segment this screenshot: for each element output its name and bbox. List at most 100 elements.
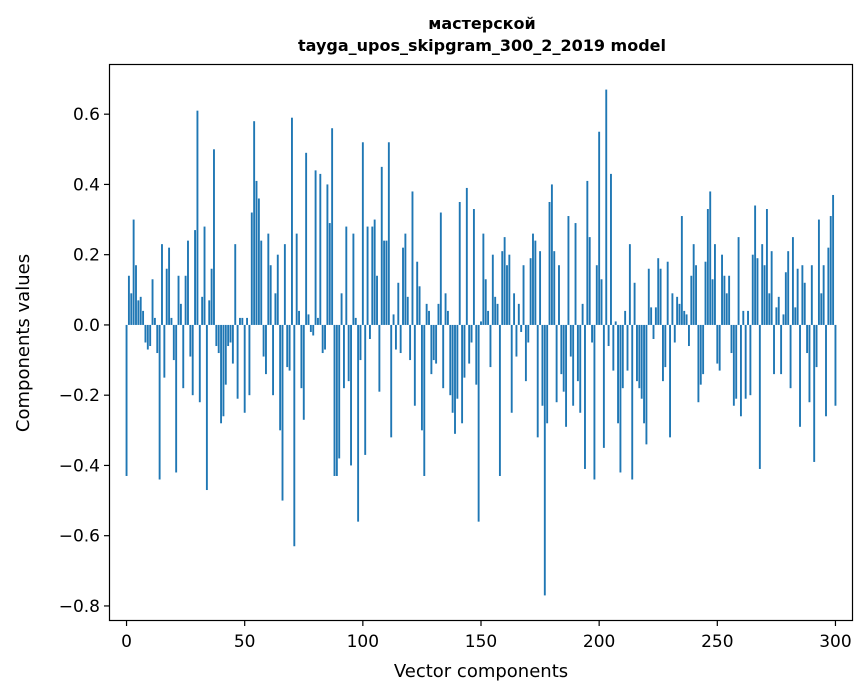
bar-232 — [673, 324, 676, 343]
bar-221 — [647, 268, 650, 325]
bar-239 — [690, 275, 693, 325]
bar-34 — [205, 324, 208, 491]
bar-153 — [487, 310, 490, 325]
bar-266 — [754, 205, 757, 325]
bar-283 — [794, 307, 797, 325]
bar-147 — [472, 209, 475, 325]
bar-285 — [799, 324, 801, 427]
bar-179 — [548, 201, 551, 325]
plot-frame — [108, 63, 854, 622]
bar-103 — [368, 324, 371, 339]
bar-194 — [584, 324, 586, 469]
bar-108 — [380, 166, 383, 325]
bar-244 — [702, 324, 705, 375]
bar-142 — [461, 324, 464, 424]
bar-183 — [558, 265, 560, 325]
y-tick-label: −0.6 — [59, 527, 100, 547]
bar-38 — [215, 324, 218, 347]
bar-248 — [711, 279, 714, 325]
bar-63 — [274, 293, 277, 325]
bar-107 — [378, 324, 381, 392]
x-tick-label: 0 — [121, 632, 132, 652]
bar-178 — [546, 324, 549, 424]
bar-32 — [201, 296, 204, 325]
bar-293 — [817, 219, 820, 325]
bar-297 — [827, 247, 830, 325]
bar-56 — [257, 198, 260, 325]
bar-288 — [806, 324, 809, 354]
bar-15 — [161, 244, 163, 325]
bar-203 — [605, 89, 608, 325]
bar-127 — [425, 303, 428, 325]
bar-180 — [550, 184, 553, 325]
bar-260 — [739, 324, 742, 417]
bar-117 — [402, 247, 404, 325]
bar-205 — [610, 173, 612, 325]
bar-215 — [633, 282, 636, 325]
bar-273 — [770, 251, 773, 325]
bar-290 — [810, 265, 813, 325]
bar-109 — [383, 240, 386, 325]
bar-19 — [170, 317, 173, 325]
bar-121 — [411, 191, 414, 325]
bar-102 — [366, 226, 369, 325]
bar-11 — [151, 279, 154, 325]
bar-198 — [593, 324, 596, 480]
bar-89 — [335, 324, 338, 476]
bar-76 — [305, 152, 308, 325]
bar-152 — [484, 279, 487, 325]
bar-33 — [203, 226, 206, 325]
bar-9 — [146, 324, 149, 350]
bar-195 — [586, 180, 589, 325]
bar-235 — [680, 216, 683, 325]
bar-148 — [475, 324, 478, 385]
bar-58 — [262, 324, 265, 357]
bar-37 — [213, 149, 215, 325]
bar-280 — [787, 251, 790, 325]
bar-47 — [236, 324, 239, 399]
y-tick-label: −0.2 — [59, 386, 100, 406]
bar-202 — [602, 324, 605, 448]
bar-88 — [333, 324, 336, 476]
bar-2 — [130, 293, 133, 325]
bar-97 — [354, 317, 357, 325]
x-axis-label: Vector components — [394, 661, 568, 682]
y-axis-label: Components values — [13, 254, 34, 432]
bar-1 — [127, 275, 130, 325]
bar-66 — [281, 324, 284, 501]
bar-72 — [295, 233, 298, 325]
bar-149 — [477, 324, 480, 522]
bar-193 — [581, 303, 584, 325]
bar-240 — [692, 244, 695, 325]
bar-185 — [562, 324, 565, 392]
bar-279 — [784, 272, 787, 325]
bar-122 — [413, 324, 416, 406]
bar-44 — [229, 324, 232, 343]
bar-131 — [435, 324, 438, 364]
bar-6 — [139, 296, 142, 325]
bar-92 — [343, 324, 345, 389]
bar-218 — [640, 324, 643, 399]
bar-274 — [773, 324, 775, 375]
chart-subtitle: tayga_upos_skipgram_300_2_2019 model — [298, 36, 666, 55]
x-tick-label: 150 — [465, 632, 497, 652]
bar-212 — [626, 324, 629, 371]
bar-50 — [243, 324, 246, 413]
bar-300 — [834, 324, 837, 406]
bar-214 — [631, 324, 634, 480]
bar-119 — [406, 296, 409, 325]
bar-233 — [676, 296, 679, 325]
bar-182 — [555, 324, 558, 403]
bar-140 — [456, 324, 459, 399]
bar-60 — [267, 233, 270, 325]
bar-136 — [446, 310, 449, 325]
bar-110 — [385, 240, 388, 325]
bar-201 — [600, 279, 603, 325]
bar-166 — [517, 303, 520, 325]
bar-20 — [172, 324, 175, 361]
bar-13 — [156, 324, 159, 354]
bar-237 — [685, 314, 688, 325]
bar-287 — [803, 282, 806, 325]
bar-28 — [191, 324, 194, 396]
bar-123 — [416, 261, 419, 325]
